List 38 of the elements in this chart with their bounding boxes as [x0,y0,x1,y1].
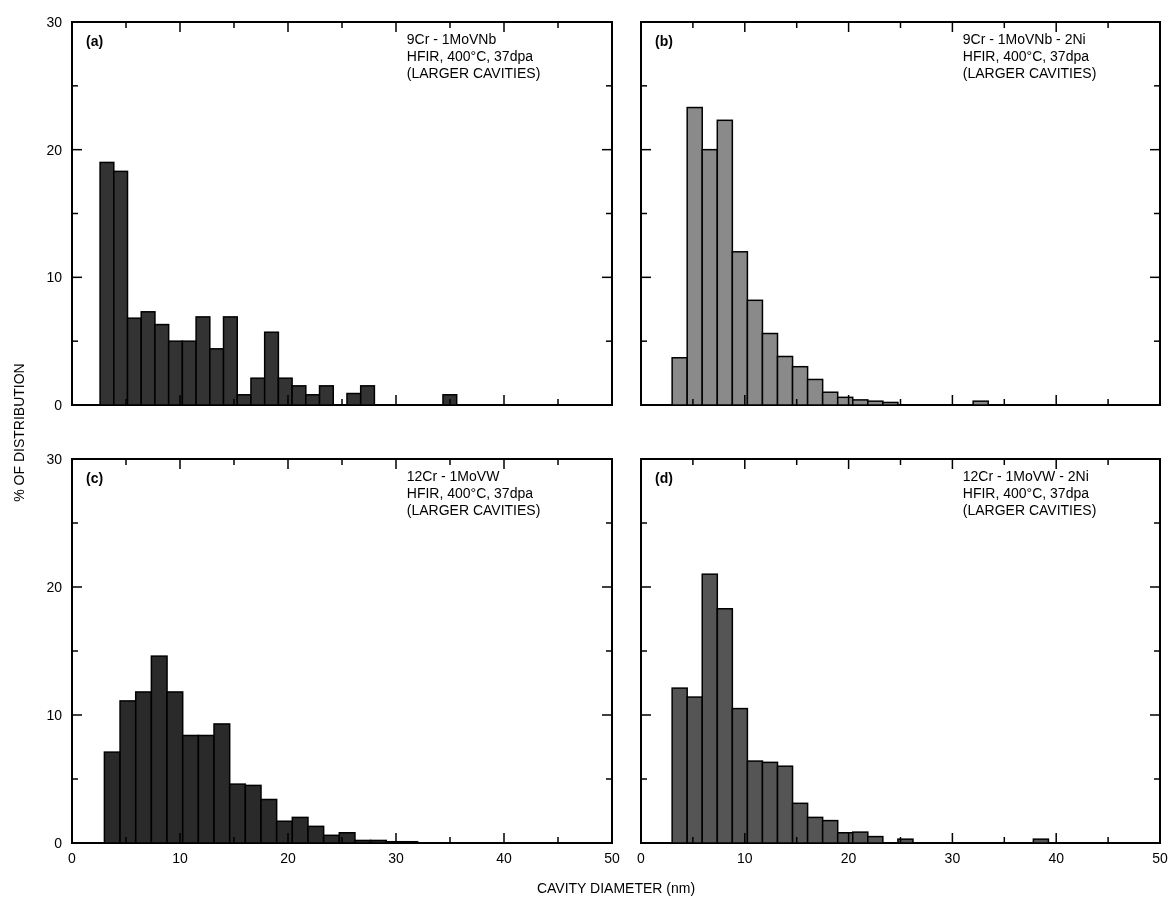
y-tick-label: 0 [54,397,63,413]
x-tick-label: 50 [1152,850,1168,866]
y-tick-label: 30 [46,14,63,30]
x-tick-label: 10 [172,850,188,866]
y-axis-title: % OF DISTRIBUTION [11,363,27,502]
x-tick-label: 50 [604,850,620,866]
x-tick-label: 40 [496,850,512,866]
x-tick-label: 40 [1048,850,1065,866]
y-tick-label: 20 [46,141,63,158]
x-tick-label: 30 [388,850,404,866]
x-tick-label: 30 [944,850,961,866]
x-tick-label: 0 [68,850,77,866]
y-tick-label: 20 [46,579,63,595]
annotation: HFIR, 400°C, 37dpa [406,485,534,501]
x-tick-label: 10 [737,850,753,866]
annotation: 9Cr - 1MoVNb - 2Ni [962,31,1086,47]
annotation: 12Cr - 1MoVW - 2Ni [962,468,1089,484]
y-tick-label: 10 [46,269,63,286]
text: (b) [655,33,673,49]
text: (a) [86,33,104,49]
text: (c) [86,470,104,486]
y-tick-label: 0 [54,835,63,851]
annotation: (LARGER CAVITIES) [962,65,1097,81]
annotation: (LARGER CAVITIES) [406,65,541,81]
x-tick-label: 20 [840,850,857,866]
annotation: HFIR, 400°C, 37dpa [962,48,1090,64]
x-tick-label: 0 [637,850,646,866]
y-tick-label: 10 [46,707,63,723]
annotation: HFIR, 400°C, 37dpa [962,485,1090,501]
annotation: (LARGER CAVITIES) [962,502,1097,518]
annotation: 12Cr - 1MoVW [406,468,501,484]
annotation: (LARGER CAVITIES) [406,502,541,518]
y-tick-label: 30 [46,451,63,467]
annotation: 9Cr - 1MoVNb [406,31,497,47]
text: (d) [655,470,673,486]
annotation: HFIR, 400°C, 37dpa [406,48,534,64]
x-axis-title: CAVITY DIAMETER (nm) [536,880,696,896]
x-tick-label: 20 [280,850,296,866]
